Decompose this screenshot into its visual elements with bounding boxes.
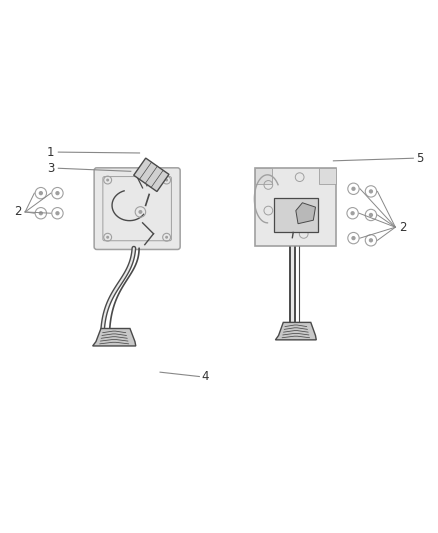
Circle shape xyxy=(351,187,356,191)
Circle shape xyxy=(55,191,60,195)
Bar xyxy=(274,198,318,232)
Circle shape xyxy=(351,236,356,240)
Polygon shape xyxy=(296,203,315,224)
Circle shape xyxy=(106,236,109,239)
Text: 1: 1 xyxy=(47,146,55,159)
FancyBboxPatch shape xyxy=(94,168,180,249)
Circle shape xyxy=(55,211,60,215)
Circle shape xyxy=(369,238,373,243)
Circle shape xyxy=(165,236,168,239)
Polygon shape xyxy=(93,328,136,346)
Circle shape xyxy=(350,211,355,215)
Circle shape xyxy=(106,179,109,182)
Polygon shape xyxy=(276,322,316,340)
Circle shape xyxy=(138,210,142,214)
Text: 2: 2 xyxy=(14,205,22,219)
Bar xyxy=(255,168,336,246)
Text: 5: 5 xyxy=(416,152,424,165)
Text: 3: 3 xyxy=(47,161,55,175)
Bar xyxy=(319,168,336,184)
Text: 4: 4 xyxy=(201,370,209,383)
Circle shape xyxy=(369,213,373,217)
Circle shape xyxy=(165,179,168,182)
Circle shape xyxy=(39,211,43,215)
Circle shape xyxy=(39,191,43,195)
Bar xyxy=(255,168,272,184)
Polygon shape xyxy=(134,158,169,191)
Circle shape xyxy=(369,189,373,193)
Text: 2: 2 xyxy=(399,221,406,233)
